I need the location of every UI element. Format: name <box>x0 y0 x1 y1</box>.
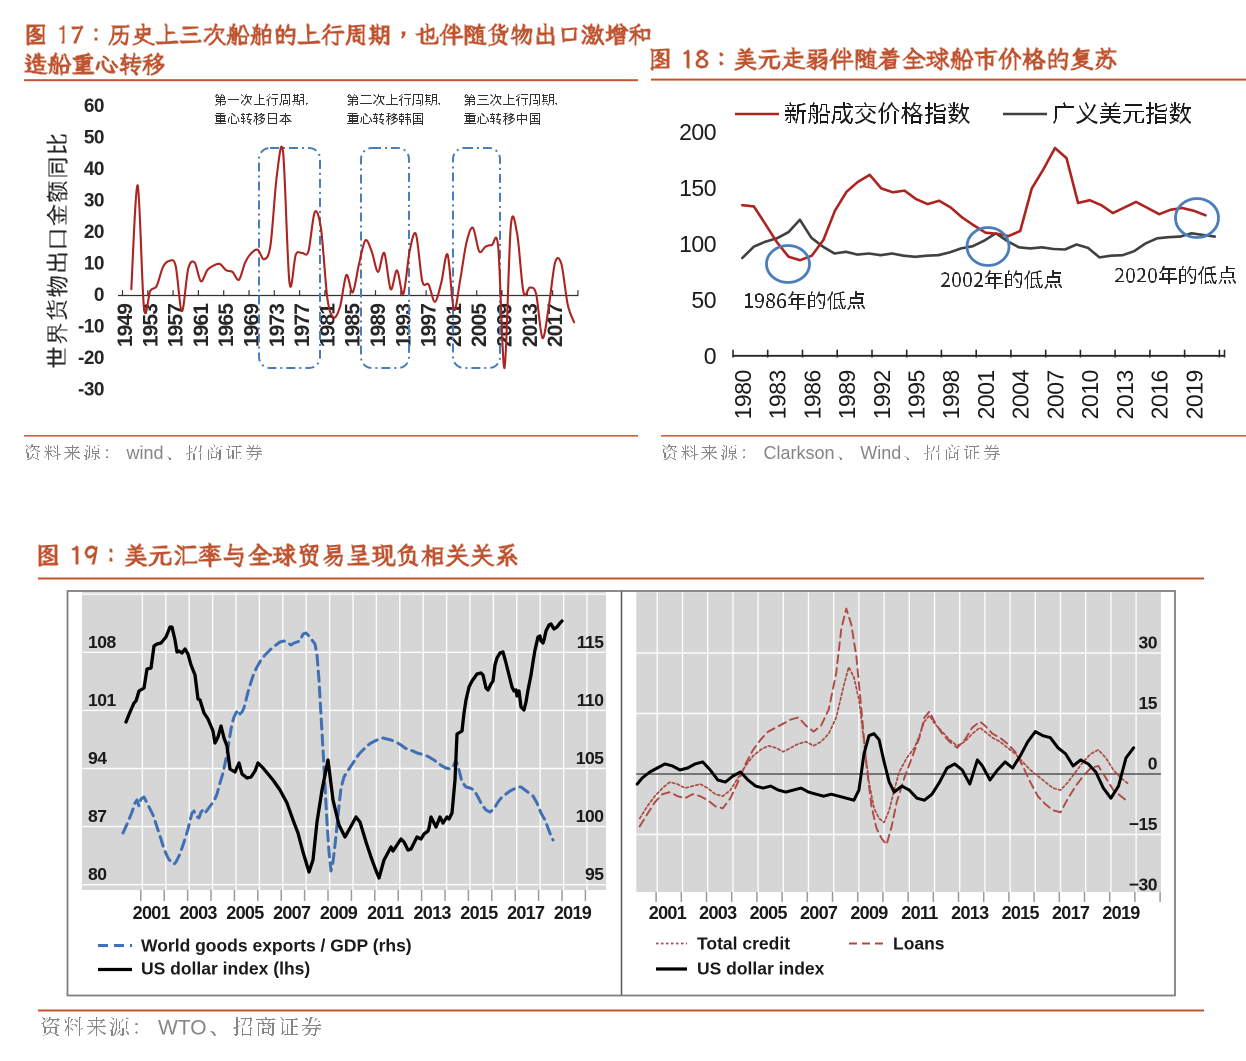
svg-text:1949: 1949 <box>114 304 137 347</box>
svg-text:1957: 1957 <box>165 304 188 347</box>
svg-text:1981: 1981 <box>316 303 339 347</box>
svg-text:40: 40 <box>84 159 104 180</box>
svg-text:2017: 2017 <box>507 903 545 923</box>
svg-text:30: 30 <box>84 191 104 212</box>
svg-text:2007: 2007 <box>1042 370 1068 419</box>
svg-text:95: 95 <box>585 864 604 884</box>
svg-text:110: 110 <box>577 690 604 710</box>
svg-text:−30: −30 <box>1129 875 1158 895</box>
svg-text:2009: 2009 <box>850 903 888 923</box>
svg-text:2003: 2003 <box>179 903 217 923</box>
svg-text:60: 60 <box>84 96 104 117</box>
svg-text:1973: 1973 <box>266 304 289 347</box>
svg-text:200: 200 <box>679 119 716 145</box>
svg-text:2015: 2015 <box>460 903 498 923</box>
svg-text:2005: 2005 <box>226 903 264 923</box>
svg-text:2019: 2019 <box>1102 903 1140 923</box>
svg-text:-30: -30 <box>78 379 104 400</box>
svg-text:-20: -20 <box>78 348 104 369</box>
svg-text:100: 100 <box>679 231 716 257</box>
svg-text:0: 0 <box>704 343 716 369</box>
svg-text:2013: 2013 <box>1112 370 1138 419</box>
svg-text:105: 105 <box>576 748 604 768</box>
svg-text:2011: 2011 <box>367 903 404 923</box>
svg-text:0: 0 <box>1148 754 1158 774</box>
svg-text:1998: 1998 <box>938 370 964 419</box>
svg-text:20: 20 <box>84 222 104 243</box>
svg-text:2007: 2007 <box>273 903 311 923</box>
svg-text:2016: 2016 <box>1147 370 1173 419</box>
svg-text:Loans: Loans <box>893 934 945 954</box>
svg-text:87: 87 <box>88 806 106 826</box>
svg-text:15: 15 <box>1139 693 1158 713</box>
svg-text:1985: 1985 <box>342 303 365 347</box>
svg-text:2001: 2001 <box>443 303 466 347</box>
svg-text:115: 115 <box>577 632 604 652</box>
svg-text:1992: 1992 <box>869 370 895 419</box>
svg-text:94: 94 <box>88 748 107 768</box>
svg-text:1953: 1953 <box>139 304 162 347</box>
svg-text:10: 10 <box>84 254 104 275</box>
svg-text:2001: 2001 <box>973 370 999 419</box>
svg-text:101: 101 <box>88 690 116 710</box>
svg-text:50: 50 <box>691 287 716 313</box>
svg-text:WTO: WTO <box>158 1017 207 1040</box>
svg-text:US dollar index (lhs): US dollar index (lhs) <box>141 959 310 979</box>
svg-text:1980: 1980 <box>730 370 756 419</box>
svg-text:Total credit: Total credit <box>697 934 790 954</box>
svg-text:2007: 2007 <box>800 903 838 923</box>
svg-text:0: 0 <box>94 285 104 306</box>
svg-text:2019: 2019 <box>554 903 592 923</box>
svg-text:1989: 1989 <box>834 370 860 419</box>
svg-text:2013: 2013 <box>413 903 451 923</box>
svg-text:-10: -10 <box>78 316 104 337</box>
svg-text:1989: 1989 <box>367 304 390 347</box>
svg-text:2011: 2011 <box>901 903 938 923</box>
svg-text:2001: 2001 <box>133 903 171 923</box>
svg-text:80: 80 <box>88 864 107 884</box>
svg-text:150: 150 <box>679 175 716 201</box>
svg-text:US dollar index: US dollar index <box>697 959 825 979</box>
svg-text:Clarkson: Clarkson <box>764 443 835 463</box>
svg-text:2009: 2009 <box>320 903 358 923</box>
svg-text:2017: 2017 <box>1052 903 1090 923</box>
svg-text:Wind: Wind <box>860 443 901 463</box>
svg-text:World goods exports / GDP (rhs: World goods exports / GDP (rhs) <box>141 936 412 956</box>
svg-text:50: 50 <box>84 128 104 149</box>
svg-text:2009: 2009 <box>494 304 517 347</box>
svg-text:1997: 1997 <box>418 304 441 347</box>
svg-text:2015: 2015 <box>1002 903 1040 923</box>
svg-text:2005: 2005 <box>750 903 788 923</box>
svg-text:1969: 1969 <box>241 304 264 347</box>
svg-text:2019: 2019 <box>1181 370 1207 419</box>
svg-text:100: 100 <box>576 806 604 826</box>
svg-text:−15: −15 <box>1129 814 1158 834</box>
svg-text:1977: 1977 <box>291 304 314 347</box>
svg-text:1995: 1995 <box>904 370 930 419</box>
svg-text:2001: 2001 <box>649 903 687 923</box>
svg-text:2005: 2005 <box>468 303 491 347</box>
svg-text:108: 108 <box>88 632 116 652</box>
svg-text:2004: 2004 <box>1008 369 1034 419</box>
svg-text:2017: 2017 <box>544 304 567 347</box>
svg-text:2013: 2013 <box>519 304 542 347</box>
svg-text:2013: 2013 <box>951 903 989 923</box>
svg-text:30: 30 <box>1139 633 1158 653</box>
svg-text:wind: wind <box>126 443 164 463</box>
svg-text:1961: 1961 <box>190 303 213 347</box>
svg-text:2010: 2010 <box>1077 370 1103 419</box>
svg-text:2003: 2003 <box>699 903 737 923</box>
svg-text:1983: 1983 <box>765 370 791 419</box>
svg-text:1986: 1986 <box>799 370 825 419</box>
svg-text:1993: 1993 <box>392 304 415 347</box>
svg-text:1965: 1965 <box>215 303 238 347</box>
